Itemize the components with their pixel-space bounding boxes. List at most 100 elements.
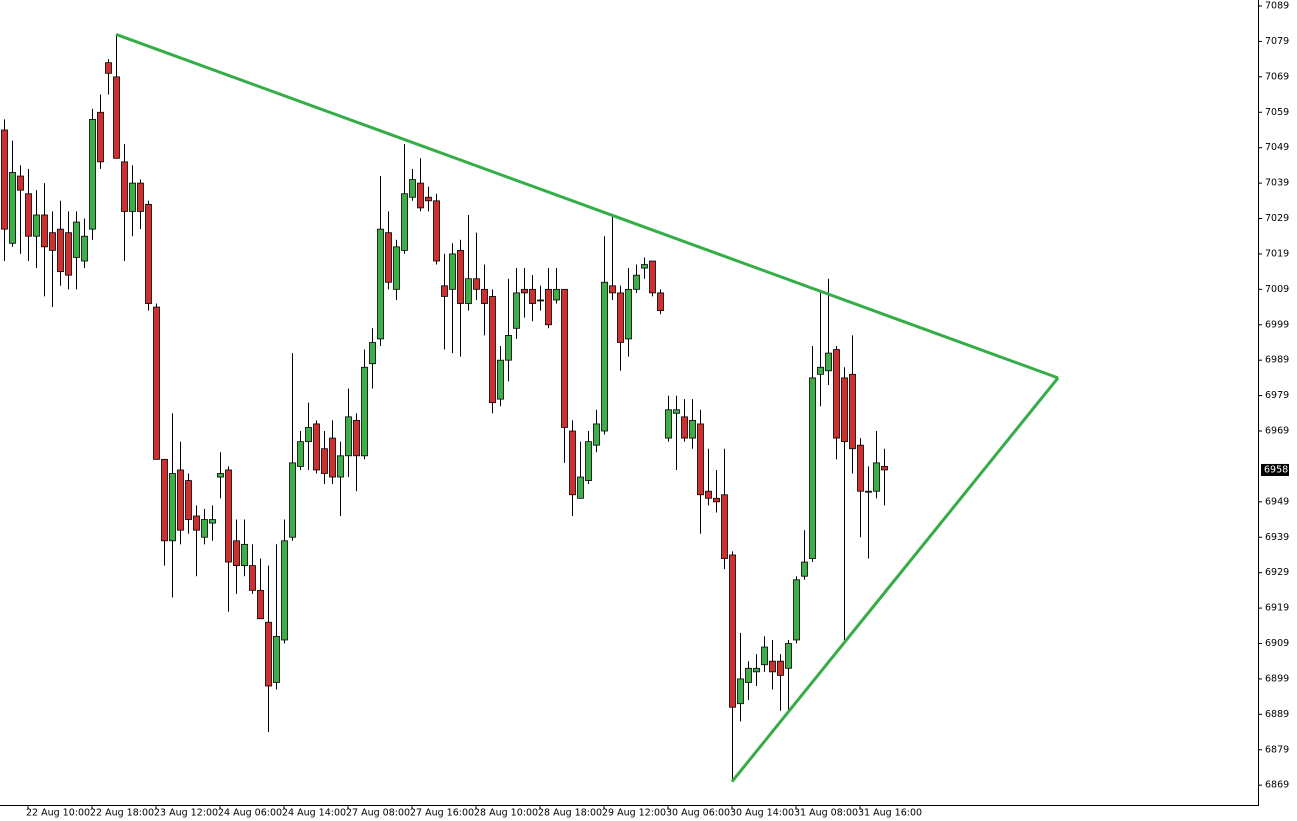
candle-body xyxy=(337,455,344,478)
x-tick-label: 30 Aug 14:00 xyxy=(730,808,794,819)
y-tick-label: 6929 xyxy=(1265,567,1289,578)
candle-body xyxy=(569,430,576,496)
candle-body xyxy=(33,214,40,237)
candle-body xyxy=(745,667,752,683)
candle-body xyxy=(81,235,88,262)
candle-body xyxy=(49,232,56,251)
candle-body xyxy=(633,274,640,290)
candle-body xyxy=(281,540,288,641)
y-tick-label: 7019 xyxy=(1265,248,1289,259)
candle-body xyxy=(713,497,720,503)
candle-body xyxy=(769,660,776,673)
candle-body xyxy=(489,296,496,404)
candle-body xyxy=(761,646,768,666)
x-tick-label: 22 Aug 18:00 xyxy=(90,808,154,819)
candle-body xyxy=(697,423,704,496)
candle-body xyxy=(833,349,840,439)
candle-body xyxy=(185,480,192,520)
candle-body xyxy=(873,462,880,492)
candle-body xyxy=(353,419,360,457)
candle-body xyxy=(161,458,168,542)
candle-body xyxy=(433,200,440,262)
y-tick-label: 6969 xyxy=(1265,426,1289,437)
candle-body xyxy=(577,476,584,499)
x-tick-label: 28 Aug 10:00 xyxy=(474,808,538,819)
candle-body xyxy=(345,416,352,457)
candle-body xyxy=(9,172,16,244)
candle-body xyxy=(881,466,888,471)
y-tick-label: 6879 xyxy=(1265,744,1289,755)
y-tick-label: 6889 xyxy=(1265,709,1289,720)
candle-body xyxy=(97,111,104,163)
candle-body xyxy=(473,278,480,290)
candle-body xyxy=(329,437,336,478)
y-tick-label: 6949 xyxy=(1265,496,1289,507)
x-tick-label: 30 Aug 06:00 xyxy=(666,808,730,819)
candle-body xyxy=(553,288,560,301)
candle-body xyxy=(457,249,464,304)
candle-body xyxy=(105,62,112,74)
candle-body xyxy=(705,490,712,499)
y-tick-label: 7029 xyxy=(1265,213,1289,224)
candle-body xyxy=(41,214,48,248)
candle-body xyxy=(169,473,176,542)
candle-body xyxy=(209,519,216,524)
candle-body xyxy=(361,366,368,457)
candle-body xyxy=(193,515,200,531)
candle-body xyxy=(609,285,616,294)
x-tick-label: 24 Aug 14:00 xyxy=(282,808,346,819)
candle-body xyxy=(649,260,656,294)
y-tick-label: 6869 xyxy=(1265,780,1289,791)
candle-body xyxy=(481,288,488,304)
candle-body xyxy=(753,667,760,673)
candle-body xyxy=(497,359,504,400)
candle-body xyxy=(513,292,520,329)
candle-body xyxy=(441,285,448,297)
y-tick-label: 7009 xyxy=(1265,284,1289,295)
candle-body xyxy=(417,182,424,209)
candle-body xyxy=(145,203,152,304)
x-tick-label: 28 Aug 18:00 xyxy=(538,808,602,819)
candle-body xyxy=(297,441,304,467)
candle-body xyxy=(505,334,512,361)
candle-body xyxy=(65,232,72,276)
y-tick-label: 7079 xyxy=(1265,36,1289,47)
y-tick-label: 6979 xyxy=(1265,390,1289,401)
last-price-box xyxy=(1261,463,1289,476)
x-tick-label: 22 Aug 10:00 xyxy=(26,808,90,819)
candle-body xyxy=(225,469,232,563)
candle-body xyxy=(561,288,568,428)
candle-body xyxy=(217,473,224,478)
y-tick-label: 7069 xyxy=(1265,71,1289,82)
candle-body xyxy=(121,161,128,212)
x-tick-label: 27 Aug 08:00 xyxy=(346,808,410,819)
candle-body xyxy=(17,175,24,191)
y-tick-label: 6919 xyxy=(1265,603,1289,614)
candle-body xyxy=(817,366,824,375)
candle-body xyxy=(377,228,384,340)
candle-body xyxy=(289,462,296,538)
x-tick-label: 29 Aug 12:00 xyxy=(602,808,666,819)
candle-body xyxy=(233,540,240,566)
candle-body xyxy=(673,409,680,414)
candle-body xyxy=(257,589,264,620)
trendline xyxy=(730,376,1060,783)
candle-body xyxy=(593,423,600,446)
trendline xyxy=(115,32,1059,380)
candle-body xyxy=(425,196,432,202)
y-tick-label: 7059 xyxy=(1265,107,1289,118)
candle-body xyxy=(601,281,608,432)
candle-body xyxy=(529,288,536,304)
candle-body xyxy=(449,253,456,290)
candle-body xyxy=(585,441,592,481)
candle-body xyxy=(657,292,664,311)
candle-body xyxy=(25,193,32,237)
candle-body xyxy=(729,554,736,708)
candle-body xyxy=(809,377,816,559)
candle-body xyxy=(625,288,632,340)
candle-body xyxy=(825,352,832,372)
candle-body xyxy=(737,678,744,705)
candle-body xyxy=(241,543,248,566)
candle-body xyxy=(841,377,848,443)
candle-body xyxy=(385,232,392,283)
